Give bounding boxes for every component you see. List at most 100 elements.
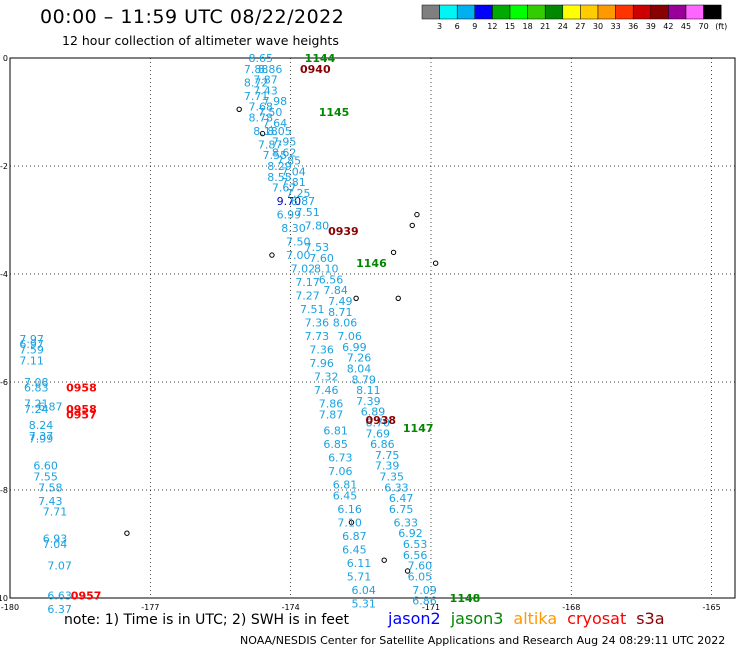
swh-value: 8.24 — [29, 419, 54, 432]
island-outline — [348, 519, 355, 526]
footer-credit: NOAA/NESDIS Center for Satellite Applica… — [240, 634, 726, 647]
island-outline — [124, 530, 130, 536]
color-scale-swatch — [421, 4, 440, 20]
swh-value: 7.67 — [272, 182, 297, 195]
swh-value: 7.04 — [281, 165, 306, 178]
color-scale-swatch — [509, 4, 528, 20]
swh-value: 6.87 — [291, 195, 316, 208]
swh-value: 8.05 — [267, 125, 292, 138]
color-scale-swatch — [562, 4, 581, 20]
color-scale-swatch — [632, 4, 652, 20]
swh-value: 7.39 — [375, 460, 400, 473]
color-scale-label: 39 — [646, 22, 656, 31]
swh-value: 6.33 — [384, 481, 409, 494]
color-scale-swatch — [492, 4, 511, 20]
map-frame — [9, 57, 736, 599]
swh-value: 7.85 — [277, 155, 302, 168]
color-scale-swatch — [474, 4, 493, 20]
color-scale-swatch — [544, 4, 564, 20]
x-tick-label: -171 — [422, 603, 440, 612]
swh-value: 6.11 — [347, 557, 372, 570]
color-scale-swatch — [615, 4, 634, 20]
swh-value: 6.97 — [19, 338, 44, 351]
island-outline — [414, 211, 420, 218]
color-scale-label: 70 — [699, 22, 709, 31]
swh-value: 7.36 — [309, 344, 334, 357]
swh-value: 7.07 — [47, 560, 72, 573]
y-tick-label: 0 — [3, 54, 8, 63]
swh-value: 7.00 — [286, 249, 311, 262]
swh-value: 7.06 — [337, 330, 362, 343]
swh-value: 6.89 — [361, 406, 386, 419]
island-outline — [353, 295, 359, 301]
satellite-legend: jason2 jason3 altika cryosat s3a — [388, 609, 675, 628]
swh-value: 8.18 — [253, 125, 278, 138]
island-outline — [269, 252, 275, 258]
track-time-label: 0957 — [71, 589, 102, 602]
color-scale-label: 15 — [505, 22, 515, 31]
track-time-label: 1146 — [356, 257, 387, 270]
swh-value: 7.11 — [19, 354, 44, 367]
satellite-legend-s3a: s3a — [636, 609, 665, 628]
swh-value: 6.60 — [33, 460, 58, 473]
swh-value: 6.63 — [47, 589, 72, 602]
swh-value: 6.99 — [342, 341, 367, 354]
track-time-label: 1147 — [403, 422, 434, 435]
swh-value: 6.75 — [389, 503, 414, 516]
track-time-label: 0940 — [300, 63, 331, 76]
x-tick-label: -165 — [703, 603, 721, 612]
swh-value: 6.86 — [370, 438, 395, 451]
color-scale-swatch — [527, 4, 546, 20]
swh-value: 7.37 — [29, 430, 54, 443]
swh-value: 6.33 — [394, 516, 419, 529]
x-tick-label: -180 — [1, 603, 19, 612]
swh-value: 6.47 — [389, 492, 414, 505]
swh-value: 8.79 — [351, 373, 376, 386]
swh-value: 7.04 — [43, 538, 68, 551]
satellite-legend-cryosat: cryosat — [567, 609, 627, 628]
swh-value: 7.36 — [305, 317, 330, 330]
swh-value: 7.84 — [323, 284, 348, 297]
island-outline — [404, 568, 411, 574]
swh-value: 6.92 — [398, 527, 423, 540]
swh-value: 5.31 — [351, 597, 376, 610]
color-scale-label: 42 — [663, 22, 673, 31]
swh-value: 6.83 — [24, 381, 49, 394]
color-scale-label: 3 — [437, 22, 442, 31]
swh-value: 7.51 — [295, 206, 320, 219]
island-outline — [381, 557, 387, 563]
swh-value: 7.55 — [263, 149, 288, 162]
y-tick-label: -4 — [0, 270, 8, 279]
x-tick-label: -174 — [282, 603, 300, 612]
swh-value: 6.56 — [403, 549, 428, 562]
color-scale-swatch — [668, 4, 687, 20]
swh-value: 8.55 — [267, 171, 292, 184]
swh-value: 6.99 — [277, 209, 302, 222]
swh-value: 7.08 — [24, 376, 49, 389]
swh-value: 7.80 — [305, 219, 330, 232]
color-scale-label: 18 — [523, 22, 533, 31]
swh-value: 6.04 — [351, 584, 376, 597]
swh-value: 7.87 — [258, 138, 283, 151]
swh-value: 6.93 — [43, 533, 68, 546]
y-tick-label: -2 — [0, 162, 8, 171]
swh-value: 6.81 — [323, 425, 348, 438]
color-scale-swatch — [597, 4, 616, 20]
swh-value: 7.32 — [314, 371, 339, 384]
color-scale-label: 45 — [681, 22, 691, 31]
swh-value: 5.71 — [347, 570, 372, 583]
map-subtitle: 12 hour collection of altimeter wave hei… — [62, 33, 339, 48]
swh-value: 7.64 — [263, 117, 288, 130]
swh-value: 7.50 — [286, 236, 311, 249]
track-time-label: 1148 — [450, 592, 481, 605]
swh-value: 6.56 — [319, 273, 344, 286]
island-outline — [432, 260, 439, 266]
swh-value: 7.75 — [375, 449, 400, 462]
swh-value: 7.25 — [286, 187, 311, 200]
color-scale-swatch — [580, 4, 599, 20]
swh-value: 8.86 — [258, 63, 283, 76]
swh-value: 7.99 — [29, 433, 54, 446]
swh-value: 8.65 — [249, 52, 274, 65]
swh-value: 6.45 — [333, 489, 358, 502]
